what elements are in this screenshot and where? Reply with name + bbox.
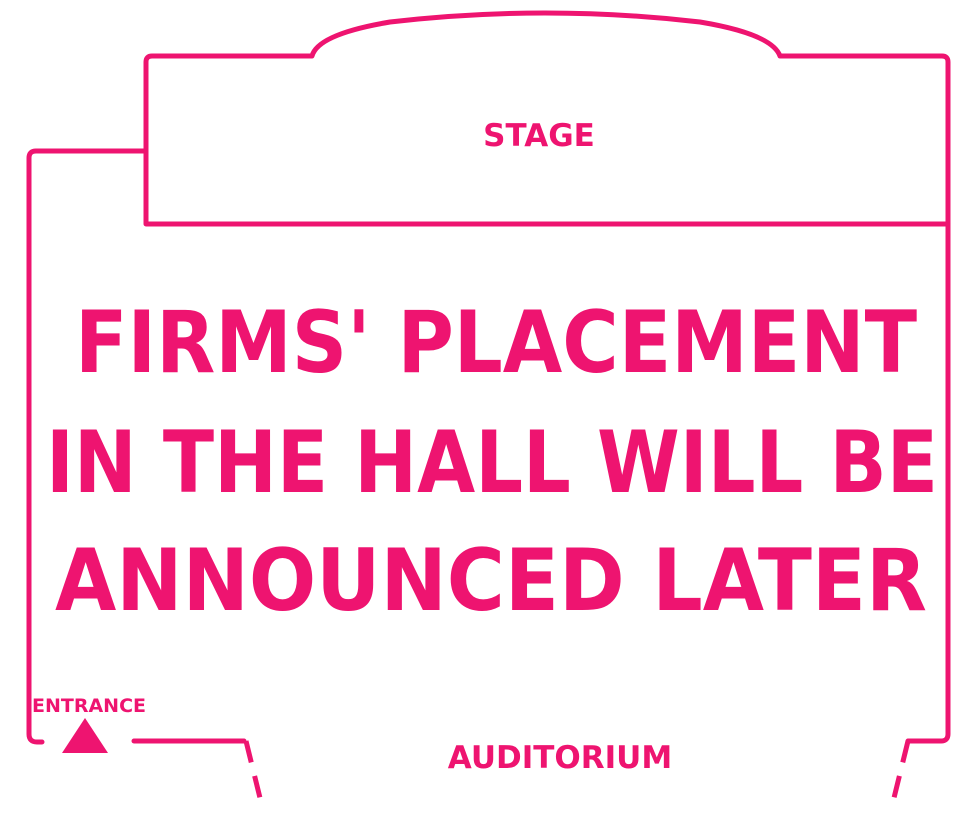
notice-line-3: ANNOUNCED LATER: [55, 531, 927, 631]
notice-line-1: FIRMS' PLACEMENT: [75, 293, 917, 393]
notice-line-2: IN THE HALL WILL BE: [46, 413, 938, 513]
triangle-up-icon: [62, 718, 108, 753]
stage-outline: [143, 10, 951, 227]
auditorium-right-opening: [889, 740, 911, 807]
entrance-label: ENTRANCE: [32, 695, 146, 717]
auditorium-left-opening: [243, 740, 265, 807]
auditorium-label: AUDITORIUM: [448, 740, 672, 776]
hall-outline: [26, 148, 149, 745]
hall-right-wall: [905, 221, 951, 744]
stage-label: STAGE: [483, 118, 595, 154]
